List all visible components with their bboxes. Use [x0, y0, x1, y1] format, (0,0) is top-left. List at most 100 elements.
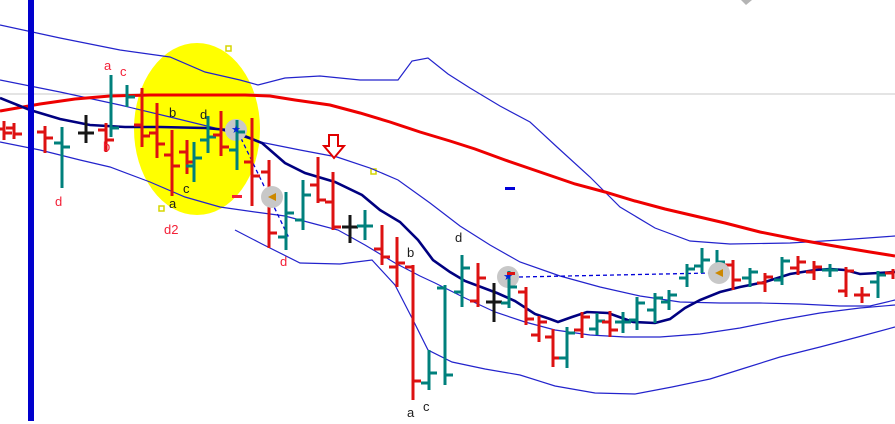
letter-label: d2	[164, 222, 178, 237]
ohlc-open-tick	[357, 224, 365, 228]
ohlc-open-tick	[278, 235, 286, 239]
ohlc-open-tick	[261, 170, 269, 174]
ohlc-open-tick	[790, 266, 798, 270]
ohlc-close-tick	[478, 276, 486, 280]
ohlc-close-tick	[237, 130, 245, 134]
letter-label: c	[423, 399, 430, 414]
ohlc-open-tick	[806, 270, 814, 274]
ohlc-close-tick	[814, 265, 822, 269]
ohlc-close-tick	[637, 301, 645, 305]
ohlc-open-tick	[470, 299, 478, 303]
ohlc-open-tick	[54, 141, 62, 145]
ohlc-close-tick	[717, 260, 725, 264]
ohlc-close-tick	[397, 261, 405, 265]
ohlc-close-tick	[106, 138, 114, 142]
ohlc-close-tick	[830, 268, 838, 272]
ohlc-open-tick	[179, 150, 187, 154]
letter-label: c	[183, 181, 190, 196]
ohlc-close-tick	[655, 296, 663, 300]
ohlc-open-tick	[134, 123, 142, 127]
ohlc-close-tick	[4, 131, 12, 135]
ohlc-bar	[796, 256, 800, 275]
ohlc-open-tick	[602, 320, 610, 324]
ohlc-open-tick	[437, 286, 445, 290]
ohlc-open-tick	[774, 278, 782, 282]
ohlc-bar	[284, 192, 288, 250]
ohlc-close-tick	[208, 135, 216, 139]
ohlc-close-tick	[462, 266, 470, 270]
ohlc-bar	[170, 130, 174, 196]
band-upper-outer	[0, 24, 895, 245]
ohlc-open-tick	[545, 335, 553, 339]
ohlc-bar	[608, 311, 612, 337]
red-ma-line	[0, 93, 895, 258]
ohlc-close-tick	[187, 160, 195, 164]
top-edge-marker	[741, 0, 752, 5]
ohlc-close-tick	[45, 136, 53, 140]
triangle-left-icon	[715, 269, 723, 277]
ohlc-open-tick	[518, 290, 526, 294]
ohlc-close-tick	[111, 126, 119, 130]
ohlc-open-tick	[647, 308, 655, 312]
ohlc-close-tick	[194, 156, 202, 160]
ohlc-close-tick	[269, 231, 277, 235]
ohlc-close-tick	[221, 145, 229, 149]
ohlc-bar	[653, 293, 657, 323]
letter-label: b	[407, 245, 414, 260]
ohlc-close-tick	[286, 211, 294, 215]
ohlc-open-tick	[229, 148, 237, 152]
ohlc-open-tick	[854, 293, 862, 297]
ohlc-bar	[109, 75, 113, 137]
down-arrow-annotation[interactable]	[321, 134, 347, 160]
minus-mark	[232, 195, 242, 198]
ohlc-close-tick	[846, 269, 854, 273]
ohlc-open-tick	[405, 265, 413, 269]
vertical-marker-line[interactable]	[28, 0, 34, 421]
letter-label: d	[280, 254, 287, 269]
letter-label: a	[169, 196, 177, 211]
ohlc-open-tick	[342, 225, 350, 229]
ohlc-bar	[635, 297, 639, 330]
ohlc-bar	[667, 290, 671, 310]
ohlc-close-tick	[252, 174, 260, 178]
ohlc-bar	[844, 267, 848, 297]
ohlc-bar	[380, 225, 384, 265]
ohlc-close-tick	[687, 267, 695, 271]
ohlc-open-tick	[0, 127, 4, 131]
ohlc-close-tick	[878, 273, 886, 277]
ohlc-close-tick	[127, 95, 135, 99]
letter-label: b	[103, 139, 110, 154]
ohlc-bar	[551, 329, 555, 367]
ohlc-open-tick	[244, 160, 252, 164]
ohlc-bar	[185, 140, 189, 174]
band-lower-outer	[234, 229, 895, 395]
ohlc-open-tick	[822, 268, 830, 272]
ohlc-open-tick	[295, 218, 303, 222]
ohlc-open-tick	[164, 153, 172, 157]
ohlc-open-tick	[870, 280, 878, 284]
ohlc-bar	[443, 285, 447, 385]
ohlc-bar	[192, 142, 196, 182]
ohlc-close-tick	[750, 270, 758, 274]
ohlc-bar	[595, 313, 599, 335]
ohlc-close-tick	[623, 320, 631, 324]
ohlc-open-tick	[742, 276, 750, 280]
ohlc-open-tick	[200, 138, 208, 142]
ohlc-bar	[876, 271, 880, 298]
ohlc-close-tick	[862, 293, 870, 297]
letter-label: d	[55, 194, 62, 209]
ohlc-close-tick	[553, 356, 561, 360]
selection-handle[interactable]	[158, 205, 165, 212]
ohlc-bar	[301, 180, 305, 230]
selection-handle[interactable]	[225, 45, 232, 52]
dashed-connector	[237, 131, 290, 239]
ohlc-open-tick	[679, 276, 687, 280]
ohlc-close-tick	[669, 293, 677, 297]
ohlc-open-tick	[37, 130, 45, 134]
ohlc-bar	[427, 350, 431, 390]
ohlc-close-tick	[333, 225, 341, 229]
ohlc-open-tick	[78, 131, 86, 135]
ohlc-close-tick	[702, 258, 710, 262]
ohlc-open-tick	[661, 300, 669, 304]
